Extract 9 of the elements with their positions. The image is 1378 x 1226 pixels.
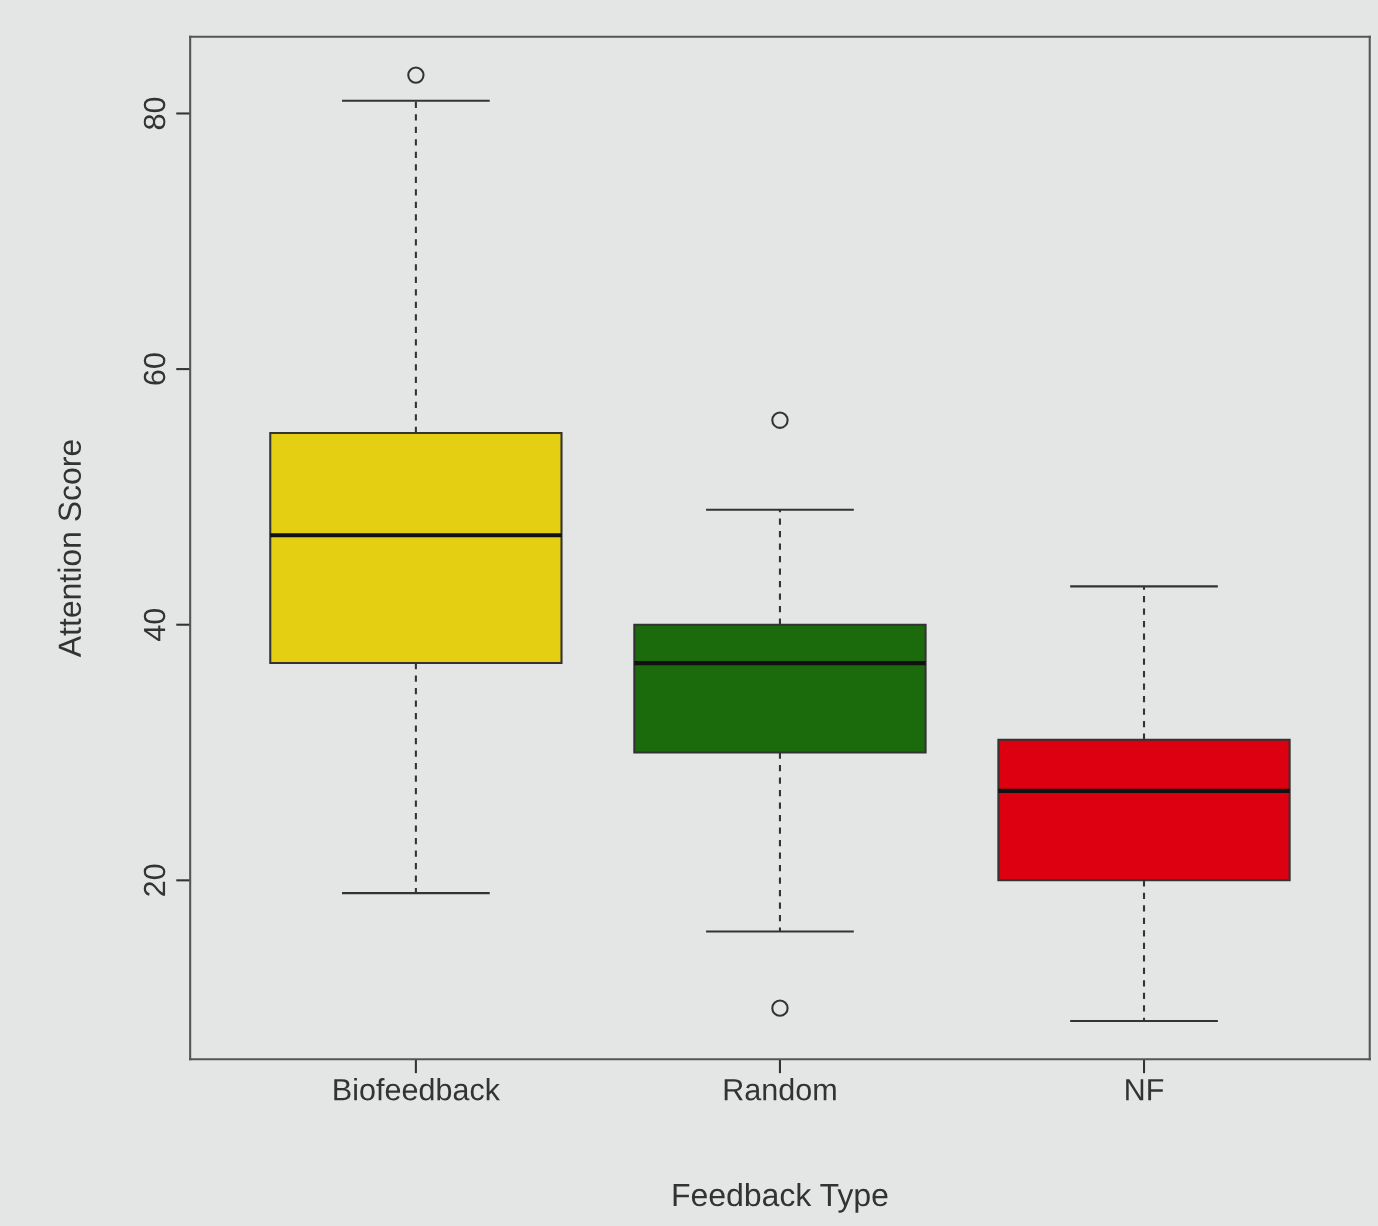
y-axis-title: Attention Score	[57, 440, 82, 658]
x-tick-label: Random	[724, 1078, 836, 1101]
y-tick-label: 20	[143, 864, 166, 896]
x-tick-label: NF	[1126, 1079, 1164, 1101]
x-tick-label: Biofeedback	[334, 1078, 501, 1101]
y-tick-label: 60	[143, 353, 166, 385]
x-axis-title: Feedback Type	[673, 1182, 888, 1213]
y-tick-label: 80	[143, 97, 166, 130]
y-tick-label: 40	[143, 608, 166, 641]
